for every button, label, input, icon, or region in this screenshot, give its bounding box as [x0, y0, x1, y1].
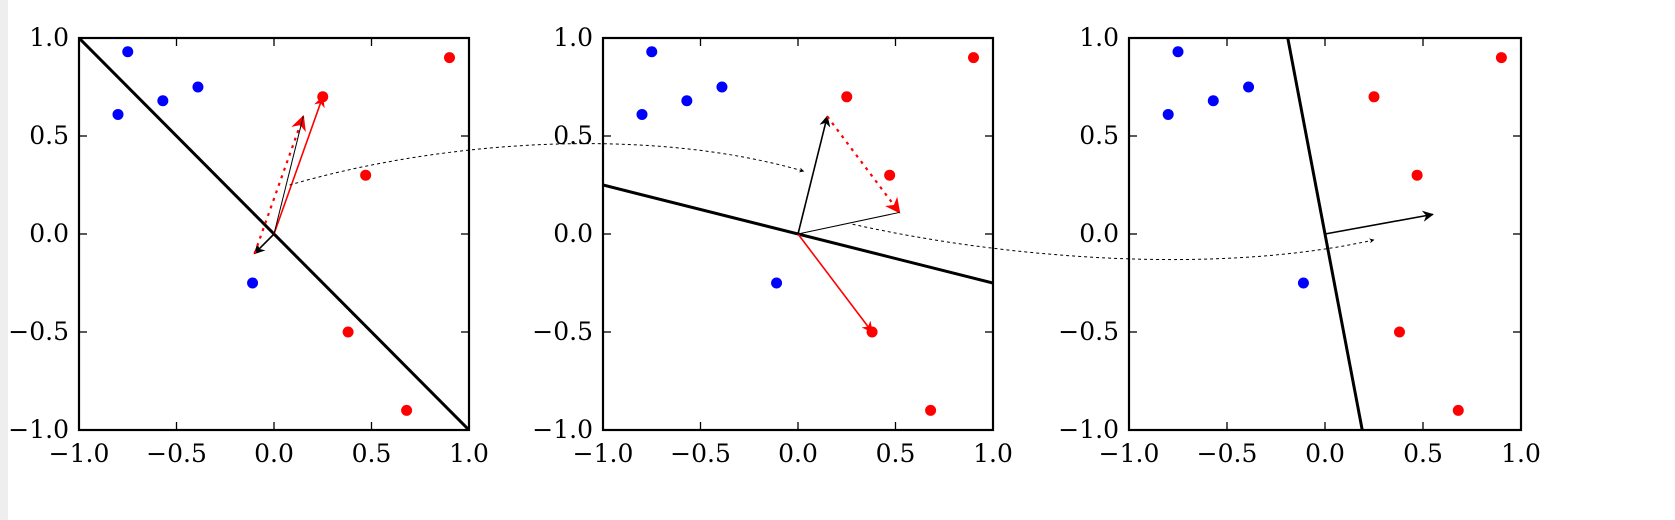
connectors-group — [289, 143, 1375, 261]
sample-vector — [797, 233, 873, 333]
blue-data-point — [1243, 81, 1255, 93]
connector-arrow — [289, 143, 805, 186]
blue-data-point — [771, 277, 783, 289]
x-tick-label: −0.5 — [146, 439, 207, 468]
red-data-point — [342, 326, 354, 338]
blue-data-point — [112, 108, 124, 120]
sample-vector — [273, 95, 325, 235]
weight-vector — [253, 233, 275, 255]
y-tick-label: −1.0 — [8, 415, 69, 444]
y-tick-label: 1.0 — [29, 23, 69, 52]
x-tick-label: −1.0 — [1099, 439, 1160, 468]
red-data-point — [317, 91, 329, 103]
weight-vector — [1324, 210, 1434, 235]
update-vector-dotted — [253, 114, 306, 254]
x-tick-label: 1.0 — [449, 439, 489, 468]
plots-group: −1.0 −0.5 0.0 0.5 1.01.00.50.0−0.5−1.0−1.0 −0… — [8, 23, 1541, 468]
red-data-point — [444, 52, 455, 64]
x-tick-label: −1.0 — [573, 439, 634, 468]
y-tick-label: −1.0 — [1058, 415, 1119, 444]
red-data-point — [401, 404, 413, 416]
x-tick-label: −1.0 — [49, 439, 110, 468]
blue-data-point — [636, 108, 648, 120]
y-tick-label: −0.5 — [8, 317, 69, 346]
projection-line — [797, 211, 900, 235]
plot-frame — [1127, 36, 1523, 432]
plot-panel-3: −1.0 −0.5 0.0 0.5 1.0 1.0 0.5 0.0 −0.5 −1.0 — [1058, 23, 1541, 468]
weight-vector — [797, 115, 831, 235]
projection-line — [273, 116, 304, 235]
blue-data-point — [157, 95, 169, 107]
blue-data-point — [1162, 108, 1174, 120]
x-tick-label: 0.0 — [1305, 439, 1345, 468]
y-tick-label: −0.5 — [532, 317, 593, 346]
red-data-point — [841, 91, 853, 103]
y-tick-label: 0.5 — [1079, 121, 1119, 150]
red-data-point — [1452, 404, 1464, 416]
blue-data-point — [716, 81, 728, 93]
x-tick-label: 1.0 — [973, 439, 1013, 468]
red-data-point — [1393, 326, 1405, 338]
x-tick-label: −0.5 — [1197, 439, 1258, 468]
red-data-point — [925, 404, 937, 416]
red-data-point — [884, 169, 896, 181]
plot-panel-1: −1.0 −0.5 0.0 0.5 1.0 1.0 0.5 0.0 −0.5 −1.0 — [8, 23, 489, 468]
y-tick-label: 0.0 — [1079, 219, 1119, 248]
red-data-point — [866, 326, 878, 338]
x-tick-label: 0.5 — [876, 439, 916, 468]
x-tick-label: 0.5 — [1403, 439, 1443, 468]
update-vector-dotted — [826, 115, 901, 214]
plot-frame — [601, 36, 995, 432]
y-tick-label: 0.0 — [29, 219, 69, 248]
red-data-point — [360, 169, 372, 181]
connector-arrow — [852, 223, 1375, 261]
x-tick-label: 1.0 — [1501, 439, 1541, 468]
y-tick-label: −1.0 — [532, 415, 593, 444]
y-tick-label: 0.0 — [553, 219, 593, 248]
red-data-point — [968, 52, 979, 64]
left-edge-strip — [0, 0, 8, 520]
x-tick-label: 0.0 — [778, 439, 818, 468]
red-data-point — [1411, 169, 1423, 181]
blue-data-point — [1207, 95, 1219, 107]
blue-data-point — [247, 277, 259, 289]
x-tick-label: 0.0 — [254, 439, 294, 468]
y-tick-label: 1.0 — [1079, 23, 1119, 52]
blue-data-point — [681, 95, 693, 107]
blue-data-point — [646, 46, 658, 58]
y-tick-label: 0.5 — [29, 121, 69, 150]
plot-frame — [77, 36, 471, 432]
y-tick-label: 0.5 — [553, 121, 593, 150]
x-tick-label: 0.5 — [352, 439, 392, 468]
red-data-point — [1495, 52, 1507, 64]
x-tick-label: −0.5 — [670, 439, 731, 468]
blue-data-point — [192, 81, 204, 93]
plot-panel-2: −1.0 −0.5 0.0 0.5 1.0 1.0 0.5 0.0 −0.5 −1.0 — [532, 23, 1013, 468]
y-tick-label: −0.5 — [1058, 317, 1119, 346]
blue-data-point — [1172, 46, 1184, 58]
red-data-point — [1368, 91, 1380, 103]
blue-data-point — [122, 46, 134, 58]
y-tick-label: 1.0 — [553, 23, 593, 52]
blue-data-point — [1297, 277, 1309, 289]
